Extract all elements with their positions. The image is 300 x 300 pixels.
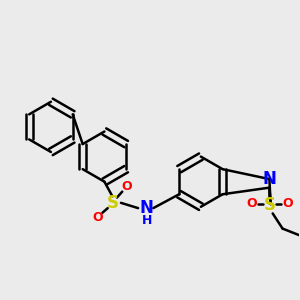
Text: O: O (246, 197, 257, 210)
Text: N: N (262, 170, 276, 188)
Text: O: O (92, 211, 103, 224)
Text: H: H (142, 214, 152, 226)
Text: O: O (122, 180, 132, 193)
Text: O: O (282, 197, 292, 210)
Text: S: S (106, 194, 119, 212)
Text: S: S (263, 196, 275, 214)
Text: N: N (140, 199, 154, 217)
